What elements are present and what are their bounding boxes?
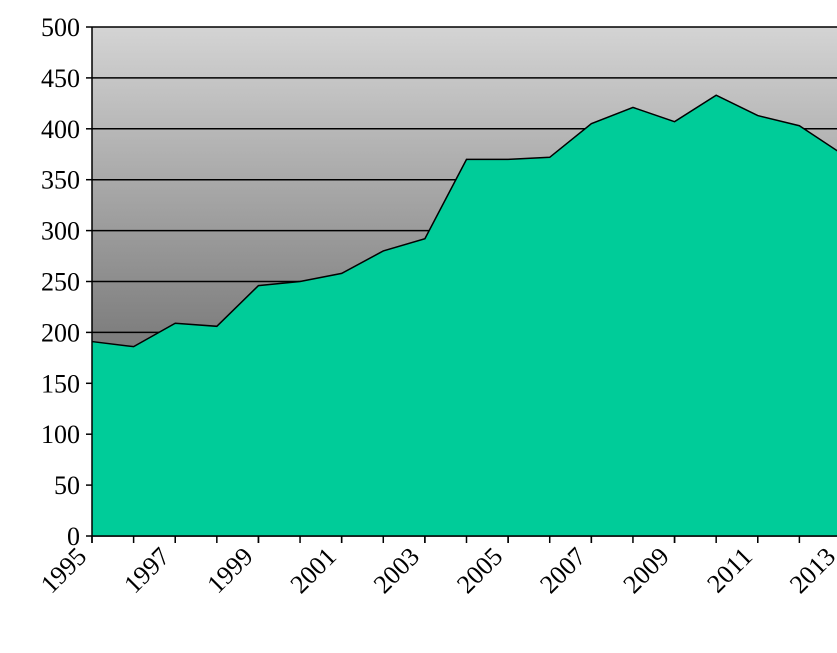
x-tick-label: 1999	[201, 542, 258, 599]
x-tick-label: 2005	[451, 542, 508, 599]
y-tick-label: 500	[41, 13, 80, 42]
x-tick-label: 2009	[618, 542, 675, 599]
y-tick-label: 50	[54, 471, 80, 500]
y-tick-label: 250	[41, 268, 80, 297]
y-tick-label: 0	[67, 522, 80, 551]
area-line	[91, 94, 837, 348]
y-tick-label: 150	[41, 369, 80, 398]
area	[92, 95, 837, 536]
y-tick-label: 400	[41, 115, 80, 144]
x-tick-label: 2003	[368, 542, 425, 599]
x-tick-label: 2011	[701, 542, 758, 599]
y-tick-label: 350	[41, 166, 80, 195]
x-tick-label: 2001	[285, 542, 342, 599]
y-tick-label: 450	[41, 64, 80, 93]
x-tick-label: 2007	[534, 542, 591, 599]
x-tick-label: 2013	[784, 542, 837, 599]
x-tick-label: 1997	[118, 542, 175, 599]
y-tick-label: 300	[41, 217, 80, 246]
y-tick-label: 200	[41, 318, 80, 347]
y-tick-label: 100	[41, 420, 80, 449]
x-tick-label: 1995	[35, 542, 92, 599]
